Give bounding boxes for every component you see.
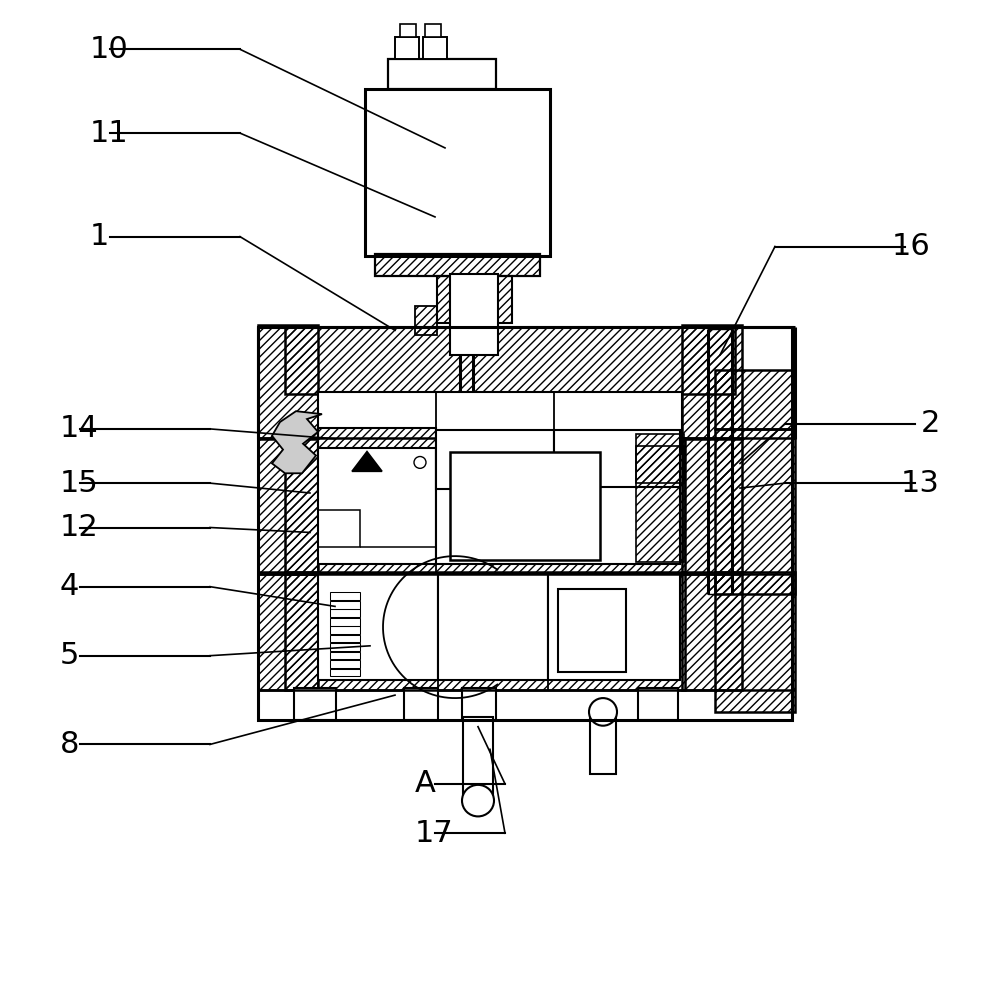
Bar (285, 572, 685, 690)
Bar (437, 276, 512, 323)
Bar (258, 572, 318, 690)
Bar (682, 572, 742, 690)
Bar (318, 428, 436, 491)
Bar (285, 327, 735, 394)
Bar (558, 589, 626, 672)
Bar (330, 643, 360, 651)
Text: 17: 17 (415, 818, 454, 848)
Bar (375, 254, 540, 276)
Bar (715, 572, 795, 712)
Bar (318, 392, 682, 454)
Bar (258, 438, 318, 574)
Bar (682, 438, 742, 574)
Text: 1: 1 (90, 222, 109, 251)
Bar (330, 626, 360, 634)
Text: 5: 5 (60, 641, 79, 670)
Text: 4: 4 (60, 572, 79, 601)
Bar (388, 59, 496, 89)
Bar (450, 452, 600, 560)
Circle shape (414, 457, 426, 468)
Text: 8: 8 (60, 730, 80, 759)
Text: 15: 15 (60, 468, 99, 498)
Circle shape (589, 698, 617, 726)
Polygon shape (272, 411, 322, 473)
Bar (330, 593, 360, 600)
Bar (365, 89, 550, 256)
Bar (636, 434, 684, 483)
Bar (330, 635, 360, 643)
Bar (330, 669, 360, 676)
Text: 10: 10 (90, 35, 129, 64)
Polygon shape (352, 452, 382, 471)
Bar (436, 448, 680, 564)
Bar (318, 510, 360, 547)
Bar (318, 448, 436, 564)
Bar (462, 688, 496, 720)
Bar (395, 37, 419, 59)
Text: 12: 12 (60, 513, 99, 542)
Bar (590, 715, 616, 774)
Bar (258, 327, 792, 720)
Bar (548, 574, 680, 680)
Bar (330, 617, 360, 625)
Bar (425, 24, 441, 37)
Text: 13: 13 (901, 468, 940, 498)
Bar (258, 325, 318, 439)
Bar (415, 306, 437, 335)
Text: 16: 16 (891, 232, 930, 261)
Text: 2: 2 (921, 409, 940, 439)
Bar (330, 660, 360, 668)
Bar (463, 717, 493, 794)
Bar (638, 688, 678, 720)
Bar (294, 688, 336, 720)
Bar (330, 609, 360, 617)
Bar (330, 600, 360, 608)
Bar (554, 430, 680, 487)
Bar (715, 370, 795, 429)
Bar (400, 24, 416, 37)
Bar (404, 688, 438, 720)
Bar (715, 429, 795, 594)
Bar (318, 574, 438, 680)
Bar (438, 574, 548, 680)
Text: A: A (415, 769, 436, 799)
Text: 11: 11 (90, 118, 129, 148)
Text: 14: 14 (60, 414, 99, 444)
Bar (423, 37, 447, 59)
Bar (636, 446, 684, 562)
Bar (708, 329, 732, 594)
Bar (682, 325, 742, 439)
Bar (436, 430, 554, 489)
Bar (450, 274, 498, 355)
Circle shape (462, 785, 494, 816)
Bar (330, 652, 360, 660)
Bar (285, 438, 685, 574)
